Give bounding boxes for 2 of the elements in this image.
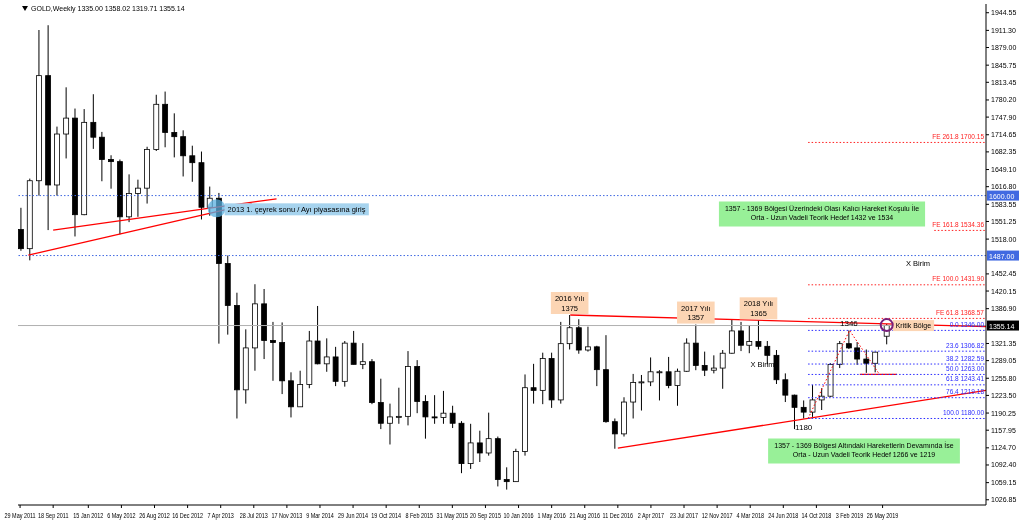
annotation: 1346 <box>840 319 859 329</box>
annotation: 1180 <box>795 423 813 433</box>
